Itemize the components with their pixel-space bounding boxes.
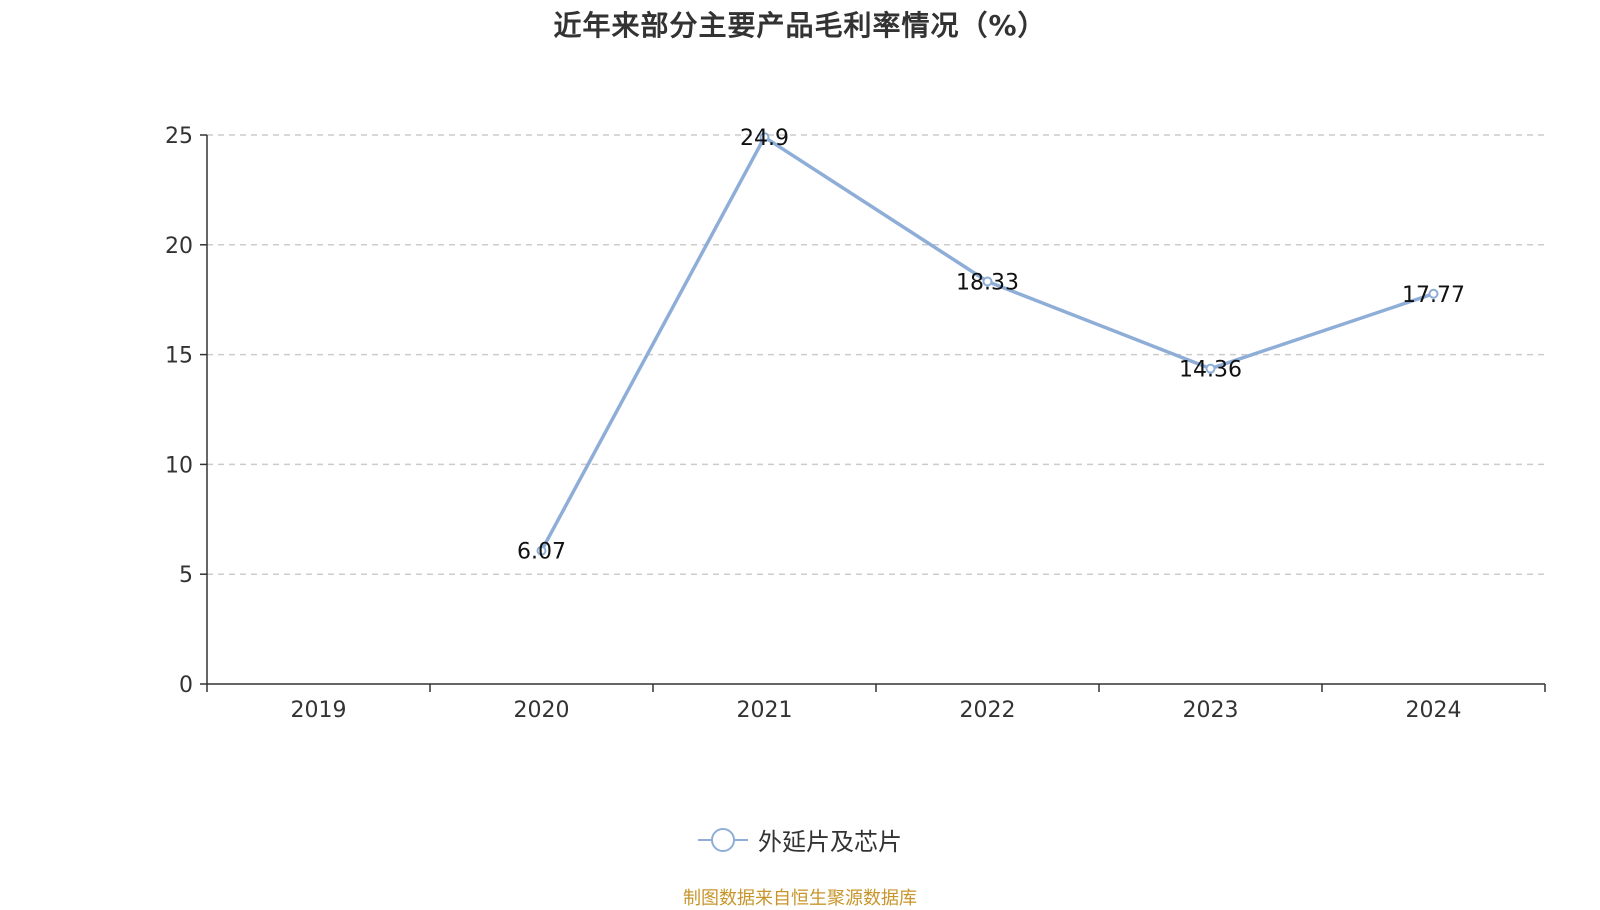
data-point [536,545,547,556]
legend-label: 外延片及芯片 [758,828,902,856]
data-point [759,132,770,143]
legend-line-icon [698,827,748,853]
x-tick-label: 2022 [960,698,1016,723]
data-point [1428,288,1439,299]
data-point [982,276,993,287]
x-tick-label: 2020 [514,698,570,723]
x-tick-label: 2023 [1183,698,1239,723]
x-tick-label: 2024 [1406,698,1462,723]
data-label: 6.07 [517,540,566,565]
y-tick-label: 5 [179,563,193,588]
x-tick-label: 2021 [737,698,793,723]
data-label: 18.33 [956,270,1019,295]
y-tick-label: 0 [179,673,193,698]
series-line [539,135,1435,552]
data-label: 17.77 [1402,283,1465,308]
data-label: 14.36 [1179,358,1242,383]
legend[interactable]: 外延片及芯片 [0,822,1600,857]
data-point [1205,363,1216,374]
chart-title: 近年来部分主要产品毛利率情况（%） [553,9,1047,42]
y-tick-label: 10 [165,453,193,478]
y-tick-label: 15 [165,344,193,369]
source-note: 制图数据来自恒生聚源数据库 [683,888,917,909]
x-tick-label: 2019 [291,698,347,723]
y-tick-label: 20 [165,234,193,259]
data-label: 24.9 [740,126,789,151]
y-tick-label: 25 [165,124,193,149]
